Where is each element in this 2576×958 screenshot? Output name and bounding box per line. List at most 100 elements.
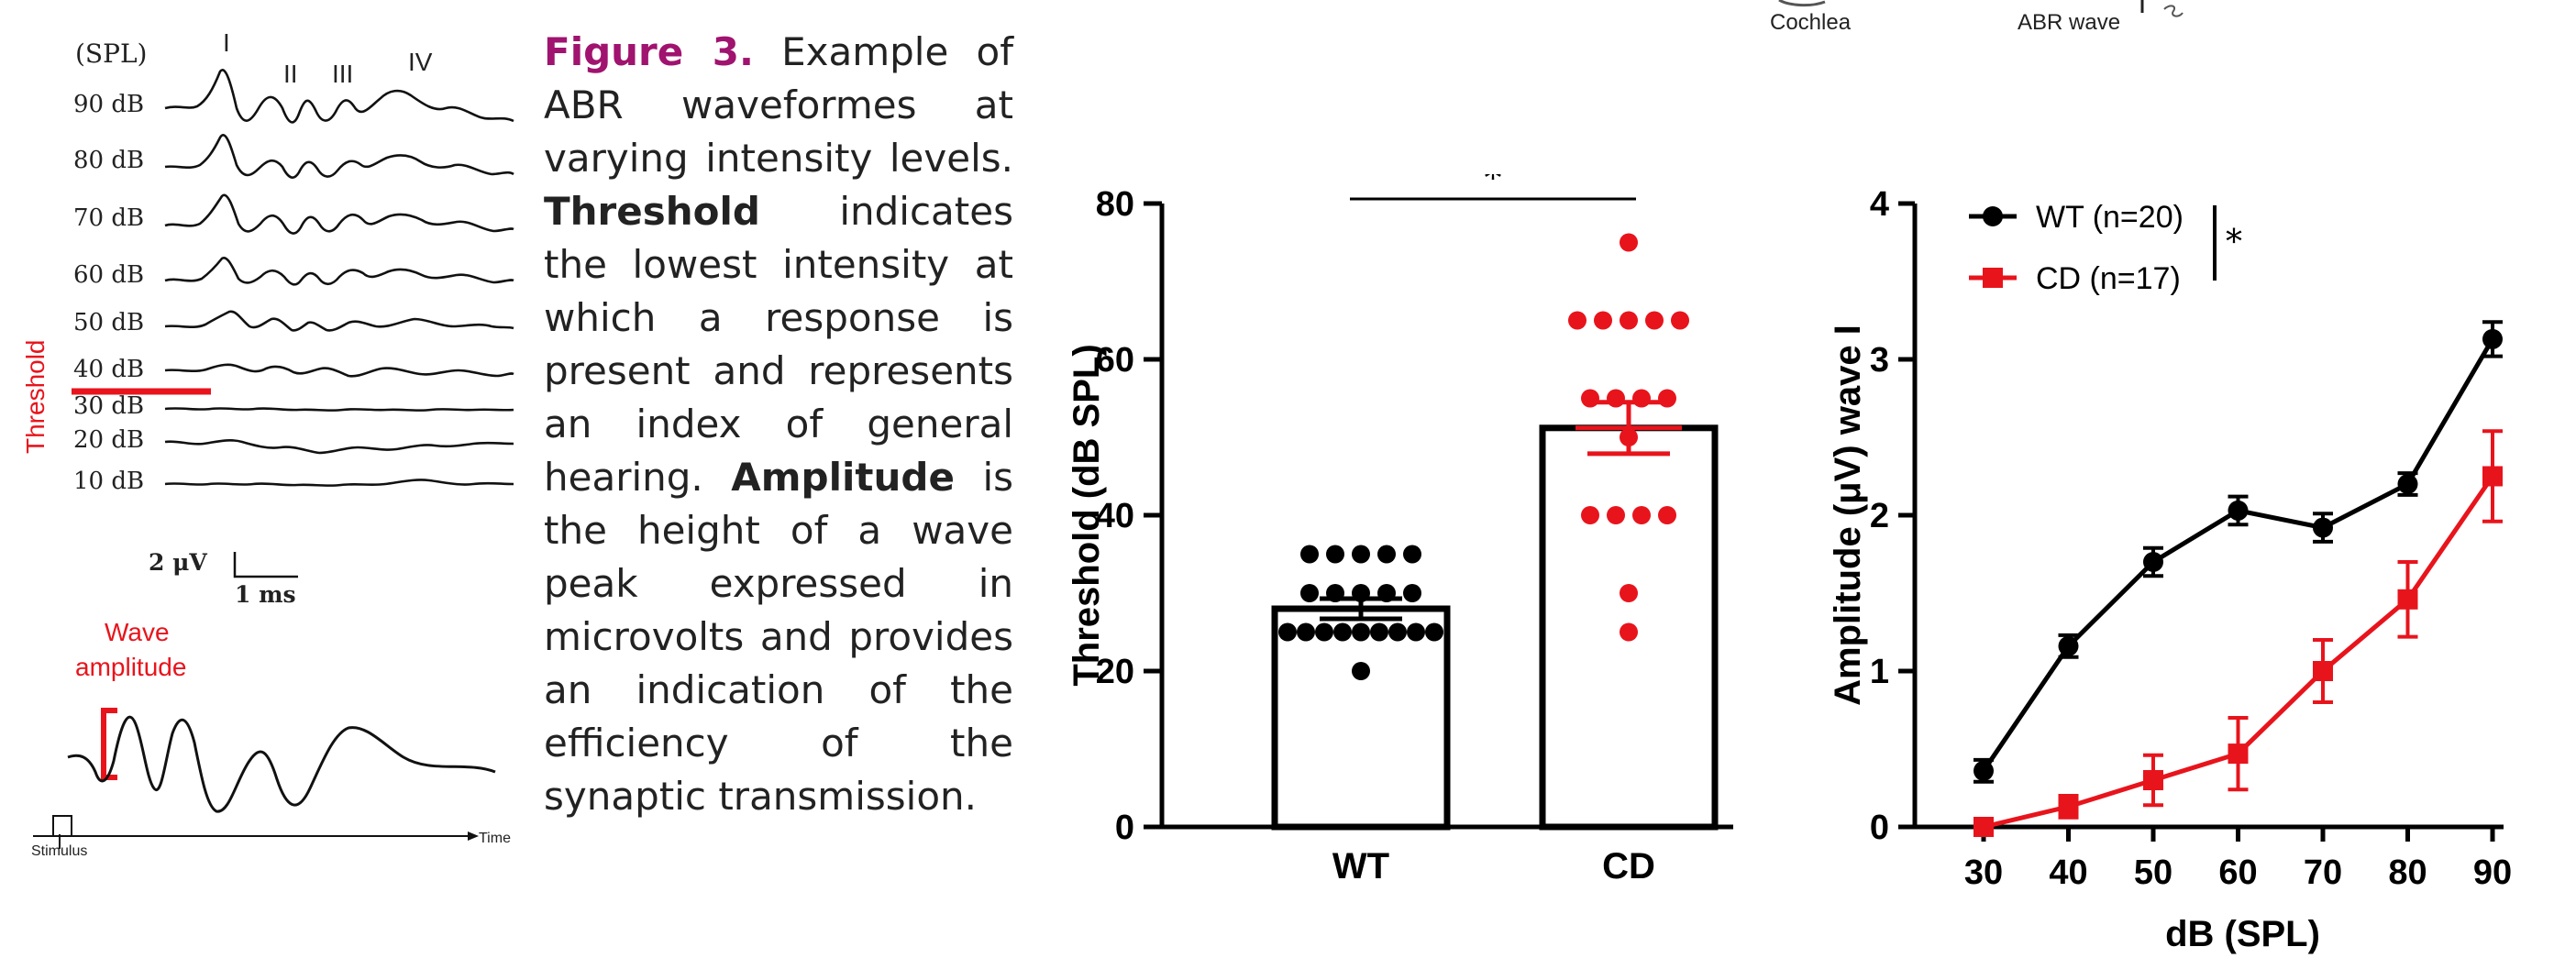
data-point-wt (1300, 545, 1319, 564)
caption-text: indicates the lowest intensity at which … (544, 189, 1013, 500)
caption-text: is the height of a wave peak expressed i… (544, 455, 1013, 819)
data-point-cd (2143, 770, 2163, 790)
data-point-wt (2482, 328, 2503, 349)
y-tick-label: 3 (1870, 341, 1889, 380)
x-tick-label: 50 (2134, 853, 2172, 892)
caption-term-amplitude: Amplitude (731, 455, 955, 500)
amplitude-legend: WT (n=20) CD (n=17) * (1969, 200, 2242, 296)
y-axis-title: Threshold (dB SPL) (1067, 344, 1107, 686)
y-tick-label: 80 (1096, 185, 1134, 224)
data-point-wt (1973, 760, 1994, 781)
wave-amplitude-label: amplitude (75, 653, 186, 681)
intensity-label: 80 dB (73, 147, 144, 174)
data-point-wt (2397, 474, 2418, 494)
intensity-label: 10 dB (73, 468, 144, 495)
y-tick-label: 20 (1096, 653, 1134, 691)
abr-trace-40db (164, 363, 514, 378)
bar-wt (1271, 605, 1451, 831)
y-tick-label: 4 (1870, 185, 1889, 224)
scale-time-label: 1 ms (235, 581, 296, 608)
cochlea-label: Cochlea (1770, 10, 1852, 35)
wave-label-ii: II (283, 60, 298, 88)
figure-caption: Figure 3. Example of ABR waveformes at v… (544, 26, 1013, 823)
significance-star: * (1485, 174, 1502, 198)
data-point-cd (1594, 311, 1612, 330)
threshold-error-bars (1308, 400, 1682, 622)
x-tick-label: 40 (2049, 853, 2087, 892)
data-point-wt (1425, 622, 1443, 642)
series-line-wt (1981, 337, 2495, 773)
time-label: Time (479, 831, 511, 846)
abr-trace-30db (164, 407, 514, 413)
data-point-cd (1645, 311, 1664, 330)
abr-trace-60db (164, 257, 514, 286)
x-tick-label: 70 (2304, 853, 2342, 892)
y-axis-title: Amplitude (μV) wave I (1828, 325, 1868, 706)
spl-header: (SPL) (75, 39, 147, 69)
abr-waveform-panel: (SPL) I II III IV 90 dB 80 dB 70 dB 60 d… (21, 28, 514, 859)
data-point-cd (1632, 389, 1651, 408)
data-point-cd (1973, 817, 1994, 837)
cochlea-abr-graphic: Cochlea ABR wave (1770, 0, 2184, 35)
intensity-label: 50 dB (73, 309, 144, 336)
data-point-cd (2228, 743, 2249, 765)
data-point-wt (1403, 584, 1421, 602)
data-point-cd (1632, 506, 1651, 524)
caption-term-threshold: Threshold (544, 189, 760, 234)
data-point-wt (2058, 635, 2079, 656)
amplitude-line-chart: 0 1 2 3 4 30 40 50 60 70 80 90 dB (SPL) Amplitude (μV… (1828, 185, 2512, 954)
data-point-wt (1388, 622, 1407, 642)
x-axis-title: dB (SPL) (2165, 914, 2320, 954)
abr-trace-20db (164, 439, 514, 455)
intensity-label: 20 dB (73, 426, 144, 454)
wave-label-iii: III (332, 60, 353, 88)
amplitude-bracket (101, 708, 117, 780)
legend-marker-cd (1983, 268, 2003, 288)
caption-text: Example of ABR waveformes at varying int… (544, 29, 1013, 181)
y-tick-label: 60 (1096, 341, 1134, 380)
x-tick-label: 30 (1964, 853, 2003, 892)
data-point-wt (1352, 662, 1370, 680)
intensity-label: 60 dB (73, 261, 144, 289)
stimulus-pulse (52, 815, 72, 836)
intensity-label: 90 dB (73, 91, 144, 118)
intensity-label: 30 dB (73, 392, 144, 420)
wave-label-iv: IV (408, 48, 433, 76)
amplitude-axes: 0 1 2 3 4 30 40 50 60 70 80 90 dB (SPL) Amplitude (μV… (1828, 185, 2512, 954)
data-point-wt (1377, 545, 1396, 564)
data-point-cd (1620, 311, 1638, 330)
abr-traces (164, 69, 514, 488)
stimulus-label: Stimulus (31, 843, 87, 859)
data-point-wt (1352, 545, 1370, 564)
legend-marker-wt (1983, 206, 2003, 226)
x-tick-label: WT (1332, 846, 1389, 886)
data-point-cd (2482, 466, 2503, 487)
y-tick-label: 2 (1870, 497, 1889, 535)
y-tick-label: 0 (1115, 809, 1134, 847)
abr-trace-10db (164, 479, 514, 488)
data-point-wt (1278, 622, 1297, 642)
data-point-wt (1403, 545, 1421, 564)
data-point-cd (1658, 506, 1676, 524)
data-point-cd (1568, 311, 1587, 330)
data-point-cd (1581, 389, 1599, 408)
threshold-points (1278, 233, 1689, 680)
data-point-cd (2058, 796, 2079, 817)
data-point-cd (1607, 506, 1625, 524)
threshold-labels: Threshold (dB SPL) WT CD * (1067, 174, 1655, 886)
data-point-cd (1671, 311, 1689, 330)
data-point-wt (1352, 622, 1370, 642)
data-point-cd (1620, 233, 1638, 252)
wave-amplitude-label: Wave (105, 618, 170, 646)
x-tick-label: 60 (2218, 853, 2257, 892)
wave-label-i: I (223, 28, 230, 57)
data-point-wt (1407, 622, 1425, 642)
data-point-wt (1333, 622, 1352, 642)
data-point-wt (2313, 517, 2333, 538)
x-tick-label: 80 (2388, 853, 2427, 892)
data-point-wt (2143, 552, 2163, 572)
legend-label-wt: WT (n=20) (2036, 200, 2184, 235)
abr-trace-80db (164, 134, 514, 179)
significance-star: * (2226, 224, 2242, 261)
cochlea-icon (1778, 0, 1826, 7)
